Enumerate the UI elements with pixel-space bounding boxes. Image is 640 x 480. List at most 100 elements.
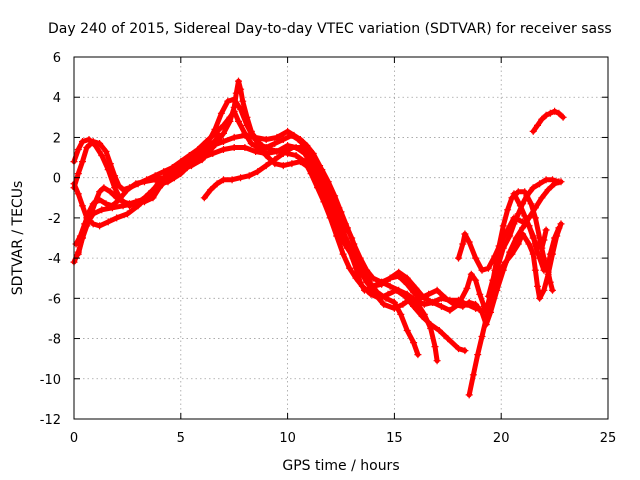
- data-point: [202, 148, 210, 155]
- data-point: [506, 232, 514, 240]
- data-point: [104, 218, 112, 226]
- data-point: [540, 254, 548, 262]
- x-tick-label: 0: [70, 431, 78, 446]
- data-point: [455, 345, 462, 353]
- data-point: [375, 294, 383, 302]
- x-tick-label: 5: [177, 431, 185, 446]
- data-point: [472, 300, 480, 308]
- data-point: [427, 321, 435, 328]
- data-point: [459, 240, 467, 248]
- data-point: [74, 170, 82, 178]
- data-point: [243, 113, 251, 121]
- data-point: [463, 284, 471, 292]
- x-tick-label: 20: [493, 431, 510, 446]
- data-point: [119, 186, 127, 194]
- data-point: [356, 254, 364, 262]
- data-point: [89, 138, 97, 145]
- data-point: [410, 302, 418, 310]
- data-point: [390, 304, 398, 312]
- data-point: [87, 210, 95, 218]
- data-point: [523, 192, 531, 200]
- data-point: [324, 204, 332, 212]
- data-point: [288, 144, 296, 151]
- data-point: [397, 310, 405, 318]
- data-point: [499, 222, 507, 230]
- data-point: [514, 188, 522, 196]
- data-point: [211, 129, 219, 137]
- chart-title: Day 240 of 2015, Sidereal Day-to-day VTE…: [48, 21, 612, 37]
- data-point: [108, 202, 116, 210]
- data-point: [337, 208, 345, 216]
- data-point: [183, 164, 191, 172]
- data-point: [529, 127, 537, 135]
- data-point: [235, 77, 242, 85]
- x-tick-label: 15: [386, 431, 403, 446]
- data-point: [446, 306, 454, 314]
- data-point: [542, 111, 550, 119]
- data-point: [412, 296, 420, 304]
- data-point: [484, 264, 492, 272]
- data-point: [474, 351, 482, 359]
- data-point: [403, 274, 411, 282]
- data-point: [235, 117, 242, 125]
- data-point: [542, 176, 550, 184]
- data-point: [279, 150, 287, 157]
- y-tick-label: -4: [48, 252, 61, 267]
- data-point: [519, 200, 527, 208]
- data-point: [499, 244, 507, 252]
- data-point: [262, 136, 270, 143]
- data-point: [220, 146, 227, 153]
- data-point: [74, 146, 82, 153]
- data-point: [395, 286, 403, 294]
- data-point: [482, 314, 490, 322]
- data-point: [271, 156, 279, 164]
- data-point: [254, 168, 262, 176]
- data-point: [476, 290, 484, 298]
- data-point: [455, 254, 462, 262]
- data-point: [307, 152, 315, 159]
- data-point: [459, 302, 467, 310]
- data-point: [442, 294, 450, 302]
- x-tick-label: 10: [279, 431, 296, 446]
- data-point: [85, 136, 93, 143]
- data-point: [320, 178, 328, 186]
- data-point: [102, 200, 110, 208]
- data-point: [237, 174, 245, 182]
- data-point: [542, 226, 550, 234]
- y-axis-label: SDTVAR / TECUs: [10, 181, 26, 296]
- data-point: [202, 138, 210, 145]
- data-point: [96, 140, 104, 147]
- data-point: [151, 184, 159, 192]
- data-point: [363, 278, 371, 286]
- series-track-10: [484, 176, 563, 300]
- data-point: [467, 270, 475, 278]
- data-point: [425, 290, 433, 298]
- data-point: [519, 230, 527, 238]
- data-point: [170, 174, 178, 182]
- data-point: [98, 206, 106, 214]
- data-point: [390, 298, 398, 306]
- data-point: [435, 327, 443, 334]
- data-point: [190, 160, 198, 168]
- data-point: [557, 220, 565, 228]
- data-point: [106, 160, 114, 168]
- data-point: [510, 220, 518, 228]
- data-point: [461, 347, 469, 355]
- data-point: [546, 109, 554, 117]
- data-point: [472, 254, 480, 262]
- data-point: [79, 234, 86, 242]
- data-point: [271, 140, 279, 147]
- series-track-6: [465, 220, 565, 399]
- data-point: [549, 286, 556, 294]
- data-point: [386, 282, 394, 290]
- y-tick-label: -6: [48, 292, 61, 307]
- data-point: [217, 109, 225, 117]
- y-tick-label: 0: [53, 172, 61, 187]
- data-point: [126, 184, 133, 192]
- data-point: [529, 250, 537, 258]
- data-point: [525, 222, 533, 230]
- data-point: [431, 343, 439, 351]
- series-line: [485, 177, 562, 299]
- data-point: [262, 162, 270, 170]
